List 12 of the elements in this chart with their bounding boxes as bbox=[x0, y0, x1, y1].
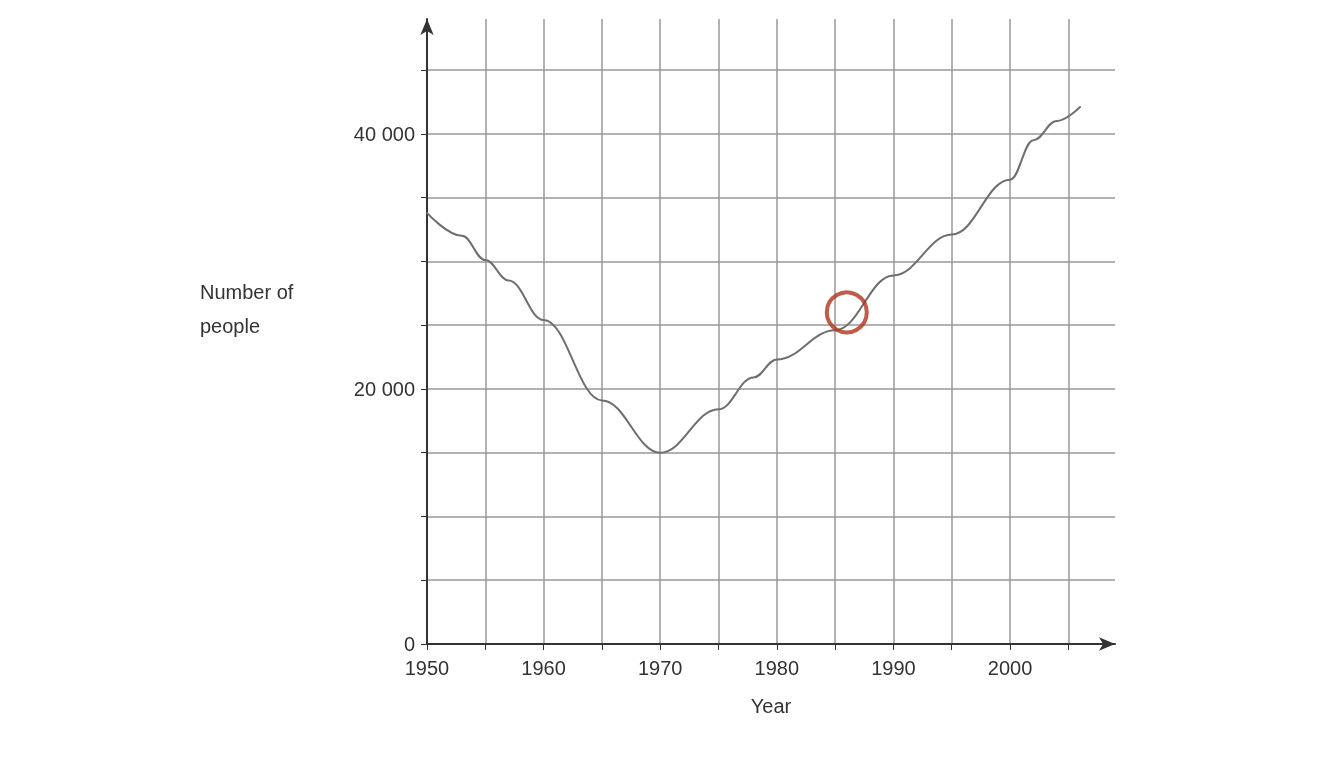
y-tick-label: 40 000 bbox=[353, 122, 415, 145]
x-tick-label: 1990 bbox=[871, 657, 916, 679]
x-tick-label: 2000 bbox=[987, 657, 1033, 679]
x-tick-label: 1980 bbox=[754, 657, 800, 679]
x-axis-title: Year bbox=[750, 695, 792, 717]
x-tick-label: 1960 bbox=[521, 657, 566, 679]
x-tick-label: 1950 bbox=[404, 657, 450, 679]
line-series bbox=[426, 106, 1082, 454]
x-tick-label: 1970 bbox=[637, 657, 683, 679]
y-tick-label: 20 000 bbox=[353, 377, 415, 400]
y-tick-label: 0 bbox=[403, 633, 415, 655]
y-axis-title: Number of people bbox=[200, 281, 299, 337]
